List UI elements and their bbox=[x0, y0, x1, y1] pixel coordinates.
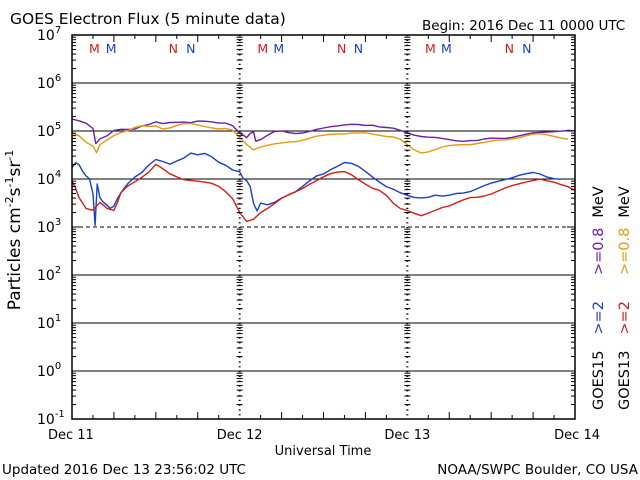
y-tick-label: 103 bbox=[37, 217, 61, 236]
y-tick-label: 101 bbox=[37, 313, 61, 332]
legend-goes13-label: GOES13 bbox=[617, 351, 633, 410]
event-marker: M bbox=[441, 41, 452, 56]
x-tick-label: Dec 11 bbox=[48, 428, 94, 443]
y-axis-ticks: 107 106 105 104 103 102 101 100 10-1 bbox=[37, 25, 575, 428]
legend: GOES15 >=2 >=0.8 MeV GOES13 >=2 >=0.8 MeV bbox=[591, 186, 633, 410]
y-tick-label: 10-1 bbox=[37, 409, 65, 428]
event-marker: N bbox=[169, 41, 178, 56]
legend-goes13-ge08: >=0.8 bbox=[617, 228, 633, 275]
event-marker: N bbox=[337, 41, 346, 56]
y-label-exp3: -1 bbox=[3, 150, 16, 161]
y-label-mid2: sr bbox=[5, 161, 25, 177]
series-line bbox=[71, 122, 569, 154]
y-label-mid1: s bbox=[5, 187, 25, 196]
x-axis-label: Universal Time bbox=[275, 444, 372, 459]
legend-goes13-ge2: >=2 bbox=[617, 301, 633, 335]
event-marker: M bbox=[425, 41, 436, 56]
legend-mev: MeV bbox=[591, 186, 607, 217]
begin-label: Begin: 2016 Dec 11 0000 UTC bbox=[422, 18, 625, 34]
credit: NOAA/SWPC Boulder, CO USA bbox=[437, 462, 639, 478]
y-tick-label: 107 bbox=[37, 25, 61, 44]
series-group bbox=[71, 118, 576, 226]
y-axis-label: Particles cm-2s-1sr-1 bbox=[3, 150, 25, 311]
y-tick-label: 105 bbox=[37, 121, 61, 140]
y-label-exp2: -1 bbox=[3, 177, 16, 188]
x-tick-label: Dec 12 bbox=[217, 428, 263, 443]
y-tick-label: 106 bbox=[37, 73, 61, 92]
chart-title: GOES Electron Flux (5 minute data) bbox=[10, 10, 286, 28]
legend-goes15-ge2: >=2 bbox=[591, 301, 607, 335]
event-marker: N bbox=[354, 41, 363, 56]
legend-goes15: GOES15 >=2 >=0.8 MeV bbox=[591, 186, 607, 410]
event-marker: N bbox=[522, 41, 531, 56]
y-label-exp1: -2 bbox=[3, 196, 16, 207]
event-marker: M bbox=[273, 41, 284, 56]
legend-goes13: GOES13 >=2 >=0.8 MeV bbox=[617, 186, 633, 410]
event-marker: N bbox=[505, 41, 514, 56]
legend-goes15-label: GOES15 bbox=[591, 351, 607, 410]
event-marker: M bbox=[257, 41, 268, 56]
gridlines bbox=[72, 35, 575, 419]
y-tick-label: 102 bbox=[37, 265, 61, 284]
series-line bbox=[71, 152, 562, 226]
legend-goes15-ge08: >=0.8 bbox=[591, 228, 607, 275]
updated-timestamp: Updated 2016 Dec 13 23:56:02 UTC bbox=[2, 462, 246, 478]
y-tick-label: 100 bbox=[37, 361, 61, 380]
series-line bbox=[71, 163, 576, 223]
x-tick-label: Dec 13 bbox=[384, 428, 430, 443]
event-marker: M bbox=[106, 41, 117, 56]
event-marker: N bbox=[186, 41, 195, 56]
legend-goes13-mev: MeV bbox=[617, 186, 633, 217]
event-marker: M bbox=[89, 41, 100, 56]
y-tick-label: 104 bbox=[37, 169, 61, 188]
x-axis-ticks: Dec 11 Dec 12 Dec 13 Dec 14 bbox=[48, 35, 600, 443]
series-line bbox=[71, 118, 576, 145]
x-tick-label: Dec 14 bbox=[554, 428, 600, 443]
y-label-base: Particles cm bbox=[5, 207, 25, 310]
